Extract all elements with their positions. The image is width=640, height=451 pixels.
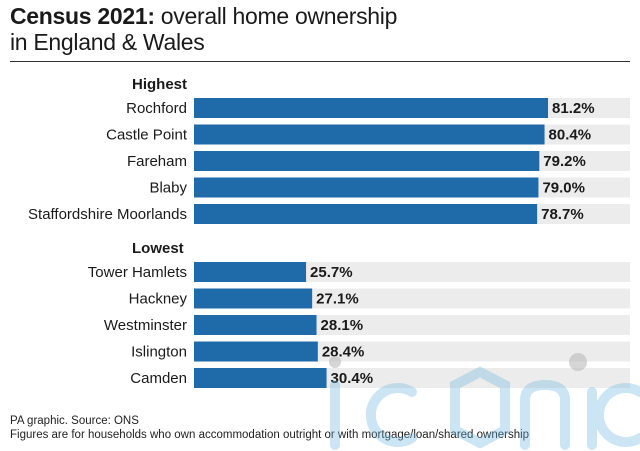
value-label: 80.4%: [549, 127, 592, 144]
chart-title: Census 2021: overall home ownership in E…: [10, 3, 630, 55]
category-label: Castle Point: [106, 127, 188, 144]
category-label: Blaby: [149, 180, 187, 197]
value-label: 79.0%: [542, 180, 585, 197]
category-label: Staffordshire Moorlands: [28, 206, 187, 223]
category-label: Hackney: [129, 291, 188, 308]
group-label: Highest: [132, 76, 187, 93]
title-rest: overall home ownership: [154, 3, 398, 29]
bar: [194, 124, 545, 145]
bar: [194, 368, 327, 388]
category-label: Fareham: [127, 153, 187, 170]
value-label: 28.4%: [322, 344, 365, 361]
value-label: 79.2%: [543, 153, 586, 170]
ownership-note: Figures are for households who own accom…: [10, 429, 530, 441]
value-label: 81.2%: [552, 100, 595, 117]
value-label: 78.7%: [541, 206, 584, 223]
value-label: 28.1%: [321, 317, 364, 334]
bar: [194, 262, 307, 282]
bar: [194, 151, 540, 171]
bar: [194, 315, 317, 335]
value-label: 30.4%: [331, 370, 374, 387]
bar: [194, 177, 539, 198]
category-label: Rochford: [126, 100, 187, 117]
group-label: Lowest: [132, 240, 184, 257]
category-label: Islington: [131, 344, 187, 361]
title-bold: Census 2021:: [10, 3, 155, 29]
source-note: PA graphic. Source: ONS: [10, 415, 139, 427]
category-label: Tower Hamlets: [88, 264, 187, 281]
category-label: Camden: [130, 370, 187, 387]
bar: [194, 98, 549, 118]
title-line2: in England & Wales: [10, 29, 205, 55]
bar: [194, 288, 313, 309]
footer: PA graphic. Source: ONS Figures are for …: [10, 414, 635, 442]
bar: [194, 341, 318, 362]
value-label: 25.7%: [310, 264, 353, 281]
bar: [194, 204, 538, 224]
value-label: 27.1%: [316, 291, 359, 308]
category-label: Westminster: [104, 317, 187, 334]
title-divider: [10, 61, 630, 62]
